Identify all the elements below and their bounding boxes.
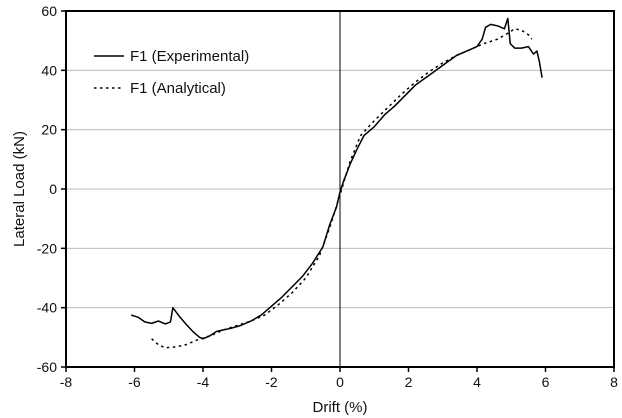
x-axis-ticks: -8 -6 -4 -2 0 2 4 6 8 [60,367,618,390]
series-layer [130,17,543,349]
x-tick-label: 0 [336,374,344,390]
legend-label-experimental: F1 (Experimental) [130,48,249,65]
x-tick-label: -8 [60,374,73,390]
x-tick-label: -6 [128,374,141,390]
x-tick-label: 6 [542,374,550,390]
y-tick-label: 0 [49,181,57,197]
y-tick-label: -20 [37,240,57,256]
legend-label-analytical: F1 (Analytical) [130,80,226,97]
y-tick-label: -60 [37,359,57,375]
series-line-experimental [130,17,543,340]
x-tick-label: 2 [405,374,413,390]
y-axis-ticks: -60 -40 -20 0 20 40 60 [37,3,66,375]
x-tick-label: 8 [610,374,618,390]
x-axis-title: Drift (%) [313,399,368,416]
y-tick-label: 20 [41,122,57,138]
y-axis-title: Lateral Load (kN) [11,131,28,247]
x-tick-label: 4 [473,374,481,390]
x-tick-label: -4 [197,374,210,390]
x-tick-label: -2 [265,374,278,390]
legend: F1 (Experimental) F1 (Analytical) [94,48,249,97]
y-tick-label: 60 [41,3,57,19]
series-line-analytical [151,28,533,349]
y-tick-label: 40 [41,62,57,78]
y-tick-label: -40 [37,300,57,316]
